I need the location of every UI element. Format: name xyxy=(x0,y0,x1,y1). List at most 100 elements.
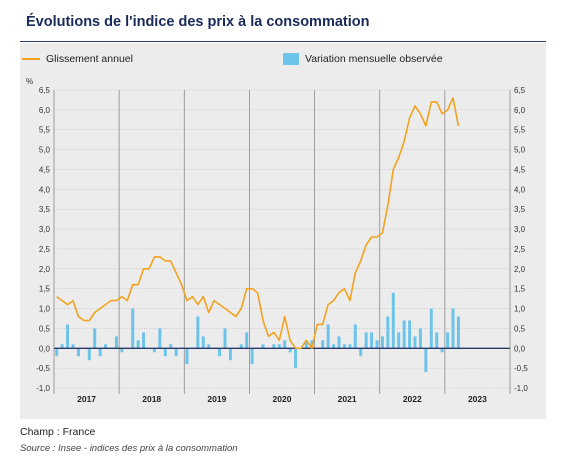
y-tick-label-left: 4,5 xyxy=(39,165,51,174)
bar-monthly-variation xyxy=(310,340,314,349)
bar-monthly-variation xyxy=(207,344,211,349)
y-tick-label-right: 5,5 xyxy=(514,126,526,135)
bar-monthly-variation xyxy=(294,348,298,369)
bar-monthly-variation xyxy=(163,348,167,357)
y-tick-label-right: 6,5 xyxy=(514,86,526,95)
y-tick-label-left: 2,0 xyxy=(39,265,51,274)
bar-monthly-variation xyxy=(380,336,384,349)
legend-bar-label: Variation mensuelle observée xyxy=(305,53,443,65)
y-tick-label-left: 3,0 xyxy=(39,225,51,234)
bar-monthly-variation xyxy=(66,324,70,349)
bar-monthly-variation xyxy=(261,344,265,349)
bar-monthly-variation xyxy=(76,348,80,357)
bar-monthly-variation xyxy=(104,344,108,349)
x-year-label: 2018 xyxy=(142,394,161,404)
y-tick-label-right: 0,5 xyxy=(514,324,526,333)
y-tick-label-right: -0,5 xyxy=(514,364,528,373)
x-year-label: 2019 xyxy=(207,394,226,404)
bar-monthly-variation xyxy=(196,316,200,349)
y-tick-label-left: 0,0 xyxy=(39,344,51,353)
bar-monthly-variation xyxy=(201,336,205,349)
y-tick-label-right: 4,0 xyxy=(514,185,526,194)
bar-monthly-variation xyxy=(413,336,417,349)
bar-monthly-variation xyxy=(131,308,135,349)
bar-monthly-variation xyxy=(348,344,352,349)
y-tick-label-right: 2,5 xyxy=(514,245,526,254)
bar-monthly-variation xyxy=(353,324,357,349)
bar-monthly-variation xyxy=(446,332,450,349)
x-year-label: 2020 xyxy=(273,394,292,404)
bar-monthly-variation xyxy=(218,348,222,357)
bar-monthly-variation xyxy=(272,344,276,349)
legend-line-swatch xyxy=(22,58,40,60)
y-tick-label-right: 0,0 xyxy=(514,344,526,353)
y-tick-label-right: 5,0 xyxy=(514,146,526,155)
bar-monthly-variation xyxy=(370,332,374,349)
y-tick-label-right: 2,0 xyxy=(514,265,526,274)
bar-monthly-variation xyxy=(456,316,460,349)
y-tick-label-left: 3,5 xyxy=(39,205,51,214)
bar-monthly-variation xyxy=(337,336,341,349)
bar-monthly-variation xyxy=(451,308,455,349)
bar-monthly-variation xyxy=(250,348,254,365)
bar-monthly-variation xyxy=(223,328,227,349)
bar-monthly-variation xyxy=(277,344,281,349)
y-tick-label-right: 3,0 xyxy=(514,225,526,234)
bar-monthly-variation xyxy=(142,332,146,349)
bar-monthly-variation xyxy=(245,332,249,349)
bar-monthly-variation xyxy=(435,332,439,349)
footer-champ: Champ : France xyxy=(20,426,96,438)
bar-monthly-variation xyxy=(228,348,232,361)
footer-source: Source : Insee - indices des prix à la c… xyxy=(20,443,238,454)
x-year-label: 2021 xyxy=(338,394,357,404)
bar-monthly-variation xyxy=(283,340,287,349)
y-tick-label-right: 1,5 xyxy=(514,285,526,294)
title-rule xyxy=(20,41,546,42)
y-tick-label-left: -0,5 xyxy=(36,364,50,373)
line-annual-change xyxy=(56,97,460,350)
y-tick-label-left: 5,0 xyxy=(39,146,51,155)
bar-monthly-variation xyxy=(239,344,243,349)
bar-monthly-variation xyxy=(418,328,422,349)
bar-monthly-variation xyxy=(359,348,363,357)
bar-monthly-variation xyxy=(326,324,330,349)
y-tick-label-right: 6,0 xyxy=(514,106,526,115)
y-tick-label-left: 5,5 xyxy=(39,126,51,135)
bar-monthly-variation xyxy=(288,348,292,353)
x-year-label: 2023 xyxy=(468,394,487,404)
bar-monthly-variation xyxy=(408,320,412,349)
bar-monthly-variation xyxy=(440,348,444,353)
bar-monthly-variation xyxy=(332,344,336,349)
bar-monthly-variation xyxy=(342,344,346,349)
y-tick-label-left: 1,0 xyxy=(39,305,51,314)
bar-monthly-variation xyxy=(71,344,75,349)
y-tick-label-left: 1,5 xyxy=(39,285,51,294)
bar-monthly-variation xyxy=(158,328,162,349)
y-tick-label-left: -1,0 xyxy=(36,384,50,393)
y-tick-label-right: 3,5 xyxy=(514,205,526,214)
bar-monthly-variation xyxy=(304,340,308,349)
bar-monthly-variation xyxy=(424,348,428,373)
legend-bar-swatch xyxy=(283,53,299,65)
legend-line-entry: Glissement annuel xyxy=(22,53,133,65)
bar-monthly-variation xyxy=(386,316,390,349)
y-tick-label-left: 2,5 xyxy=(39,245,51,254)
bar-monthly-variation xyxy=(120,348,124,353)
legend-line-label: Glissement annuel xyxy=(46,53,133,65)
bar-monthly-variation xyxy=(397,332,401,349)
chart-title: Évolutions de l'indice des prix à la con… xyxy=(26,14,370,30)
bar-monthly-variation xyxy=(402,320,406,349)
bar-monthly-variation xyxy=(152,348,156,353)
y-tick-label-left: 0,5 xyxy=(39,324,51,333)
bar-monthly-variation xyxy=(391,292,395,349)
bar-monthly-variation xyxy=(429,308,433,349)
y-tick-label-right: -1,0 xyxy=(514,384,528,393)
y-tick-label-right: 4,5 xyxy=(514,165,526,174)
y-tick-label-right: 1,0 xyxy=(514,305,526,314)
x-year-label: 2017 xyxy=(77,394,96,404)
y-tick-label-left: 6,5 xyxy=(39,86,51,95)
bar-monthly-variation xyxy=(375,340,379,349)
x-year-label: 2022 xyxy=(403,394,422,404)
bar-monthly-variation xyxy=(364,332,368,349)
